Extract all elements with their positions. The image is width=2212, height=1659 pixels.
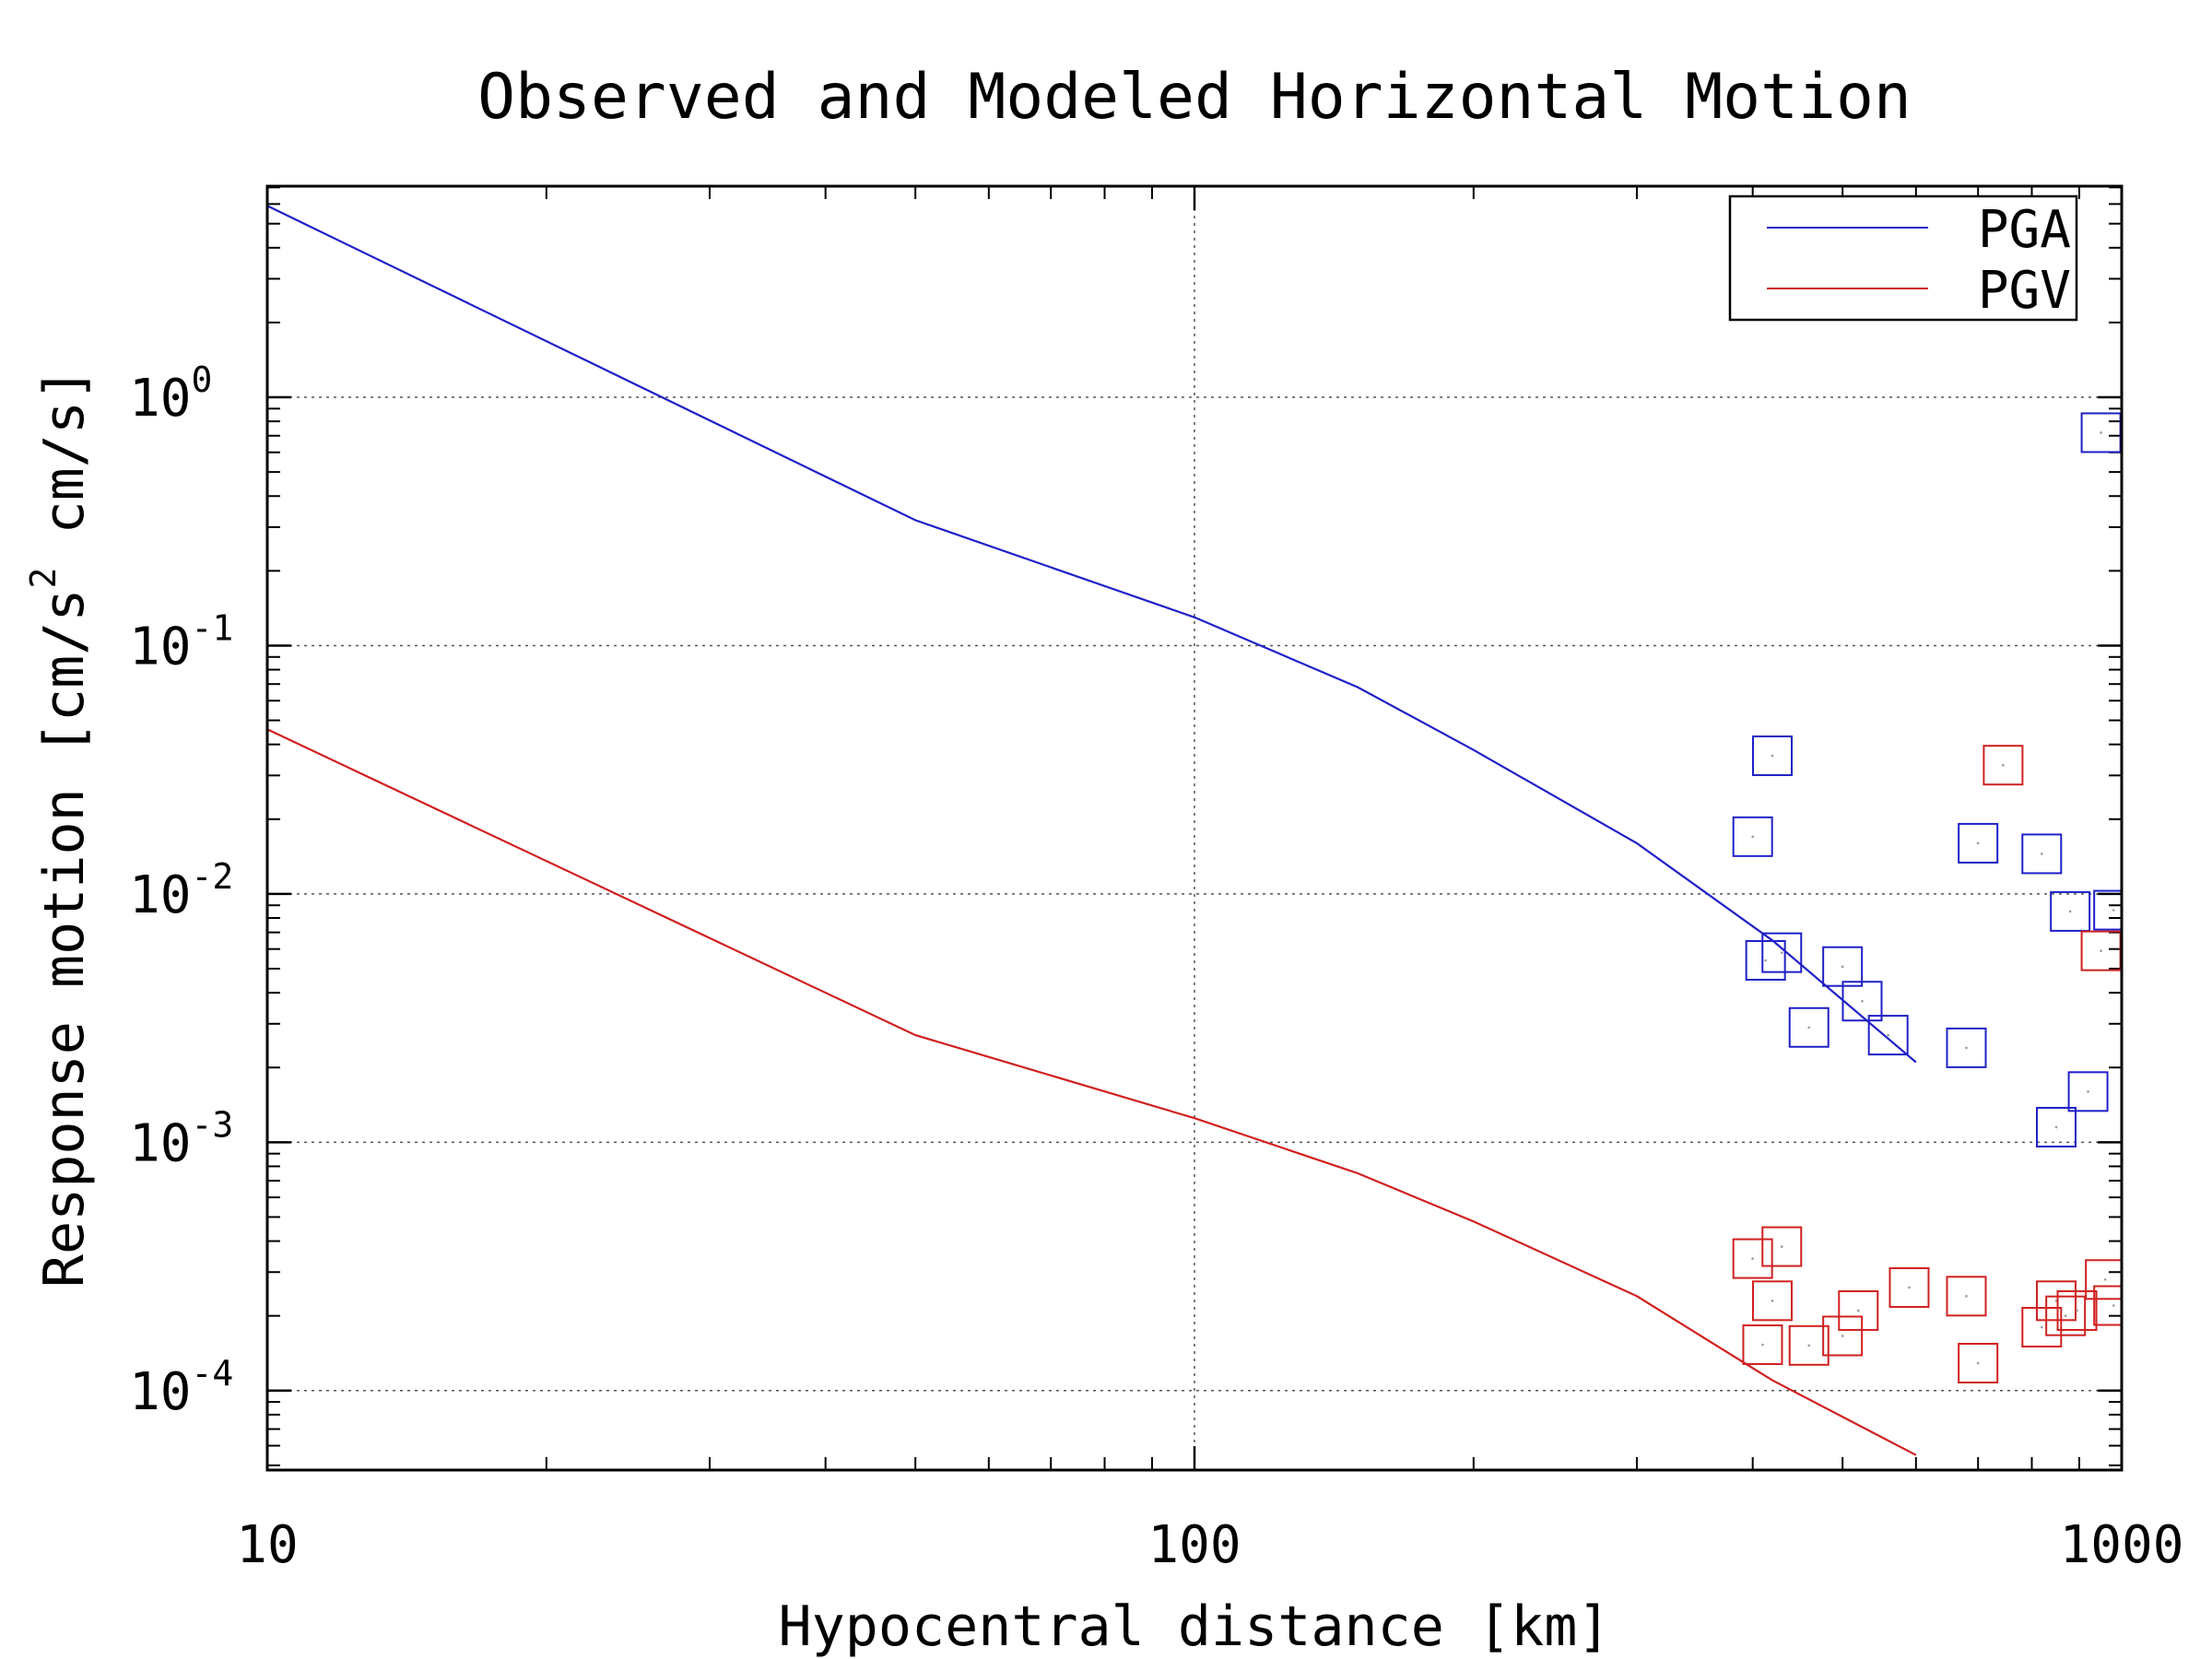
observed-marker-pgv [1822,1315,1864,1357]
observed-marker-pga [1761,932,1803,973]
observed-marker-dot-pga [1841,965,1844,968]
x-tick-label: 10 [236,1515,298,1575]
observed-marker-dot-pgv [1965,1295,1968,1298]
observed-marker-pgv [1788,1324,1830,1366]
observed-marker-pga [1732,816,1773,857]
observed-marker-dot-pgv [1807,1344,1811,1347]
observed-marker-pgv [1838,1289,1879,1331]
observed-marker-dot-pga [1764,959,1767,962]
observed-marker-pgv [1732,1238,1773,1279]
observed-marker-pga [2093,889,2122,931]
y-tick-label: 10-1 [129,607,233,677]
observed-marker-pgv [1761,1226,1803,1267]
y-tick-label-base: 10 [129,369,191,429]
observed-marker-pgv [2045,1295,2087,1336]
legend-label-pgv: PGV [1978,261,2071,321]
legend-box [1728,194,2078,322]
observed-marker-dot-pgv [1976,1361,1980,1365]
observed-marker-dot-pgv [1856,1309,1860,1312]
y-tick-label: 100 [129,359,212,429]
observed-marker-dot-pga [2087,1090,2089,1093]
y-tick-label: 10-2 [129,856,233,925]
observed-marker-pga [2067,1071,2109,1112]
model-line-pgv [267,728,1917,1456]
observed-marker-dot-pgv [2076,1309,2078,1312]
observed-marker-pga [1841,981,1883,1022]
observed-marker-dot-pgv [2040,1325,2043,1329]
y-axis-label-sup: 2 [23,568,64,589]
observed-marker-dot-pga [2054,1125,2058,1129]
observed-marker-dot-pga [2112,909,2115,912]
y-tick-label-base: 10 [129,617,191,677]
y-axis-label-main: Response motion [cm/s [32,589,97,1288]
y-axis-label-tail: cm/s] [32,368,97,568]
x-tick-label: 1000 [2060,1515,2184,1575]
observed-marker-dot-pga [1861,999,1864,1003]
y-tick-label-exp: -3 [191,1104,233,1145]
observed-marker-dot-pga [1807,1026,1811,1030]
y-tick-label: 10-4 [129,1353,233,1422]
plot-frame [265,184,2124,1472]
observed-marker-pgv [1888,1266,1930,1308]
y-tick-label-exp: 0 [191,359,212,400]
observed-marker-pgv [2085,1259,2122,1300]
observed-marker-dot-pga [2068,910,2072,913]
observed-marker-dot-pga [1887,1033,1889,1037]
observed-marker-pgv [2056,1289,2098,1331]
y-tick-label-base: 10 [129,865,191,925]
observed-marker-dot-pga [1751,835,1754,839]
observed-marker-dot-pgv [2103,1277,2107,1281]
observed-marker-pga [1867,1015,1909,1056]
chart-title: Observed and Modeled Horizontal Motion [477,61,1912,134]
model-line-pga [267,205,1917,1064]
observed-marker-pgv [1983,745,2024,786]
observed-marker-dot-pga [2100,431,2102,434]
observed-marker-dot-pgv [2002,763,2005,767]
observed-marker-dot-pga [2040,853,2043,855]
y-tick-label-exp: -2 [191,856,233,897]
observed-marker-pga [1946,1027,1987,1068]
observed-marker-pgv [1958,1342,1999,1383]
y-tick-label-base: 10 [129,1362,191,1422]
observed-marker-pga [1751,735,1793,777]
observed-marker-dot-pgv [2112,1304,2115,1307]
observed-marker-pgv [1946,1276,1987,1317]
x-axis-label: Hypocentral distance [km] [778,1594,1610,1659]
observed-marker-dot-pgv [2100,949,2102,952]
observed-marker-dot-pgv [1761,1343,1764,1347]
grid [267,186,2122,1470]
y-tick-label-exp: -1 [191,607,233,648]
observed-marker-dot-pga [1780,951,1783,954]
observed-marker-dot-pgv [1841,1335,1844,1337]
x-tick-label: 100 [1147,1515,1241,1575]
y-tick-label-base: 10 [129,1113,191,1173]
legend: PGA PGV [1728,194,2078,322]
observed-marker-pga [2035,1106,2077,1147]
observed-marker-pga [1745,940,1786,982]
observed-marker-pgv [1742,1324,1783,1366]
observed-marker-pga [2050,890,2091,932]
plot-content [267,205,2122,1456]
observed-marker-dot-pgv [1751,1257,1754,1260]
observed-marker-pga [2021,833,2063,875]
y-tick-label: 10-3 [129,1104,233,1173]
y-axis-label: Response motion [cm/s2 cm/s] [23,368,97,1288]
observed-marker-dot-pgv [1771,1300,1774,1302]
observed-marker-pgv [2035,1280,2077,1322]
observed-marker-pgv [1751,1280,1793,1322]
y-tick-label-exp: -4 [191,1353,233,1394]
observed-marker-pgv [2093,1285,2122,1326]
observed-marker-dot-pgv [1908,1286,1911,1289]
observed-marker-dot-pgv [1780,1245,1783,1248]
observed-marker-dot-pgv [2064,1314,2067,1317]
observed-marker-dot-pga [1771,754,1774,758]
observed-marker-dot-pga [1965,1046,1968,1050]
observed-marker-dot-pga [1976,841,1980,845]
observed-marker-pgv [2021,1306,2063,1347]
observed-marker-pga [1788,1006,1830,1048]
observed-marker-pga [1958,822,1999,864]
legend-label-pga: PGA [1978,200,2071,260]
